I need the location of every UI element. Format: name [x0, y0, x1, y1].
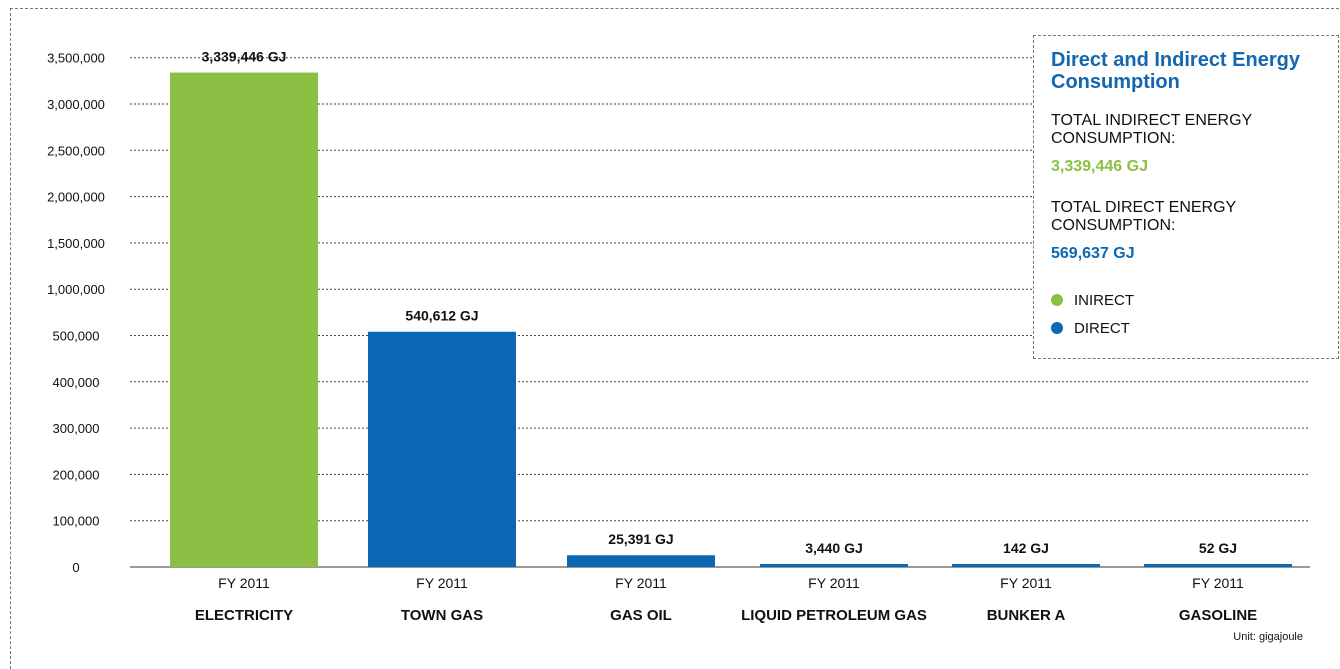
legend-dot-direct: [1051, 322, 1063, 334]
bar-electricity: [170, 72, 318, 568]
bar-value-label: 25,391 GJ: [608, 531, 673, 547]
x-year-label: FY 2011: [1000, 575, 1052, 591]
x-year-label: FY 2011: [416, 575, 468, 591]
bar-liquid-petroleum-gas: [760, 564, 908, 567]
legend-item-direct: DIRECT: [1051, 319, 1130, 337]
x-category-label: BUNKER A: [987, 607, 1066, 624]
y-tick-label: 1,000,000: [47, 282, 105, 297]
y-tick-label: 200,000: [53, 467, 100, 482]
bar-gasoline: [1144, 564, 1292, 567]
bar-value-label: 142 GJ: [1003, 540, 1049, 556]
bar-value-label: 540,612 GJ: [405, 308, 478, 324]
legend-label-direct: DIRECT: [1074, 319, 1130, 337]
legend-title: Direct and Indirect Energy Consumption: [1051, 49, 1300, 93]
y-tick-label: 3,000,000: [47, 97, 105, 112]
y-tick-label: 400,000: [53, 375, 100, 390]
y-tick-label: 500,000: [53, 329, 100, 344]
x-category-label: TOWN GAS: [401, 607, 483, 624]
y-tick-label: 2,500,000: [47, 143, 105, 158]
x-category-label: GAS OIL: [610, 607, 672, 624]
x-year-label: FY 2011: [218, 575, 270, 591]
direct-total-value: 569,637 GJ: [1051, 245, 1135, 262]
x-category-label: LIQUID PETROLEUM GAS: [741, 607, 927, 624]
legend-dot-indirect: [1051, 294, 1063, 306]
x-year-label: FY 2011: [808, 575, 860, 591]
bar-bunker-a: [952, 564, 1100, 567]
legend-box: Direct and Indirect Energy Consumption T…: [1033, 35, 1339, 359]
y-tick-label: 1,500,000: [47, 236, 105, 251]
bar-value-label: 3,339,446 GJ: [202, 49, 287, 65]
bar-gas-oil: [567, 555, 715, 567]
bar-value-label: 52 GJ: [1199, 540, 1237, 556]
direct-total-label: TOTAL DIRECT ENERGY CONSUMPTION:: [1051, 199, 1236, 234]
y-tick-label: 300,000: [53, 421, 100, 436]
bar-value-label: 3,440 GJ: [805, 540, 863, 556]
x-year-label: FY 2011: [615, 575, 667, 591]
y-tick-label: 3,500,000: [47, 51, 105, 66]
y-tick-label: 2,000,000: [47, 190, 105, 205]
unit-note: Unit: gigajoule: [1233, 631, 1303, 643]
chart-frame: [10, 8, 1339, 669]
x-category-label: GASOLINE: [1179, 607, 1257, 624]
legend-item-indirect: INIRECT: [1051, 291, 1134, 309]
bar-town-gas: [368, 331, 516, 567]
legend-label-indirect: INIRECT: [1074, 291, 1134, 309]
x-year-label: FY 2011: [1192, 575, 1244, 591]
bar-chart: 0 100,000 200,000 300,000 400,000 500,000 1,00…: [47, 49, 1310, 643]
x-category-label: ELECTRICITY: [195, 607, 293, 624]
y-tick-label: 100,000: [53, 514, 100, 529]
indirect-total-value: 3,339,446 GJ: [1051, 158, 1148, 175]
indirect-total-label: TOTAL INDIRECT ENERGY CONSUMPTION:: [1051, 112, 1252, 147]
y-tick-label: 0: [72, 560, 79, 575]
